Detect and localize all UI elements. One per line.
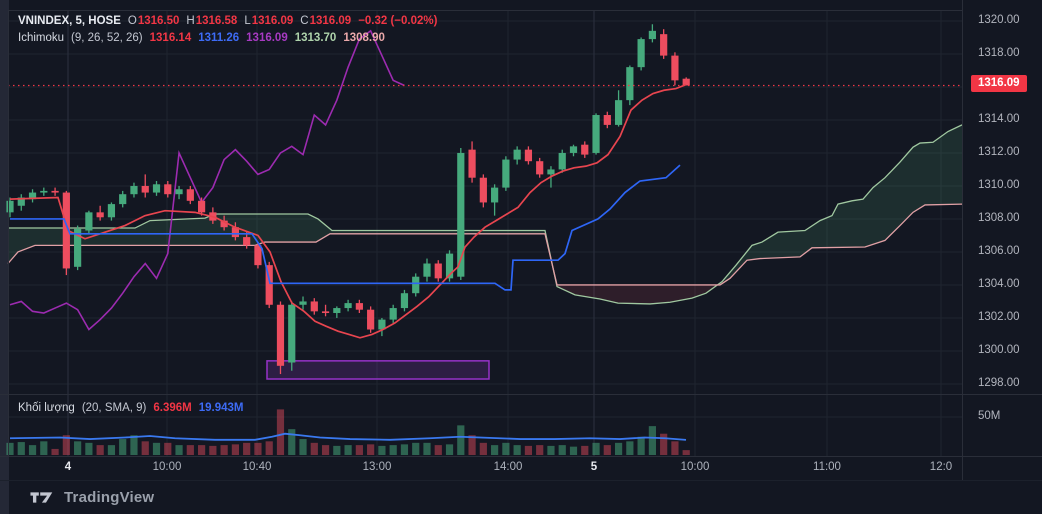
time-tick: 10:00 (680, 461, 710, 473)
tenkan-value: 1316.14 (149, 32, 192, 44)
price-tick: 1298.00 (978, 376, 1020, 389)
price-tick: 1314.00 (978, 112, 1020, 125)
chart-legend: VNINDEX, 5, HOSE O 1316.50 H 1316.58 L 1316… (18, 13, 437, 47)
volume-sma-value: 19.943M (198, 402, 244, 414)
chikou-line (9, 29, 405, 331)
senkou-b-value: 1308.90 (343, 32, 385, 44)
price-tick: 1318.00 (978, 46, 1020, 59)
time-tick: 11:00 (813, 461, 841, 473)
tradingview-logo-icon[interactable] (30, 490, 56, 505)
volume-scale-tick: 50M (978, 410, 1001, 422)
chikou-value: 1316.09 (246, 32, 288, 44)
price-tick: 1320.00 (978, 13, 1020, 26)
ohlc-close: C 1316.09 (300, 15, 352, 27)
footer-bar: TradingView (0, 480, 1042, 514)
indicator-params: (9, 26, 52, 26) (71, 32, 143, 44)
brand-name[interactable]: TradingView (64, 488, 155, 506)
pane-borders (0, 0, 1042, 481)
time-tick: 4 (64, 461, 72, 473)
symbol-title[interactable]: VNINDEX, 5, HOSE (18, 15, 121, 27)
time-axis[interactable]: 4 10:00 10:40 13:00 14:00 5 10:00 11:00 12:0 (0, 457, 962, 480)
price-tick: 1304.00 (978, 277, 1020, 290)
ohlc-low: L 1316.09 (244, 15, 294, 27)
candles-layer (6, 24, 690, 375)
senkou-a-value: 1313.70 (294, 32, 337, 44)
tenkan-line (9, 83, 687, 339)
volume-value: 6.396M (153, 402, 192, 414)
ohlc-high: H 1316.58 (186, 15, 238, 27)
indicator-name: Ichimoku (18, 32, 65, 44)
price-tick: 1306.00 (978, 244, 1020, 257)
price-tick: 1312.00 (978, 145, 1020, 158)
highlight-box (266, 360, 490, 380)
price-axis[interactable]: 1316.09 50M 1320.00 1318.00 1314.00 1312.00… (963, 0, 1042, 480)
time-tick: 14:00 (493, 461, 523, 473)
volume-legend: Khối lượng (20, SMA, 9) 6.396M 19.943M (18, 400, 244, 417)
symbol-row[interactable]: VNINDEX, 5, HOSE O 1316.50 H 1316.58 L 1316… (18, 13, 437, 30)
volume-layer (6, 409, 690, 455)
volume-params: (20, SMA, 9) (81, 402, 147, 414)
time-tick: 5 (590, 461, 598, 473)
left-gutter (0, 0, 9, 514)
volume-name: Khối lượng (18, 402, 75, 414)
kijun-line (10, 164, 681, 291)
change-value: −0.32 (−0.02%) (358, 15, 438, 27)
time-tick: 12:0 (929, 461, 953, 473)
last-price-label: 1316.09 (971, 75, 1027, 93)
ichimoku-row[interactable]: Ichimoku (9, 26, 52, 26) 1316.14 1311.26… (18, 30, 437, 47)
price-tick: 1310.00 (978, 178, 1020, 191)
price-tick: 1302.00 (978, 310, 1020, 323)
time-tick: 10:40 (242, 461, 272, 473)
ohlc-open: O 1316.50 (127, 15, 180, 27)
time-tick: 10:00 (152, 461, 182, 473)
volume-row[interactable]: Khối lượng (20, SMA, 9) 6.396M 19.943M (18, 400, 244, 417)
price-tick: 1300.00 (978, 343, 1020, 356)
ichimoku-cloud-layer (7, 124, 963, 305)
kijun-value: 1311.26 (198, 32, 240, 44)
time-tick: 13:00 (362, 461, 392, 473)
price-tick: 1308.00 (978, 211, 1020, 224)
